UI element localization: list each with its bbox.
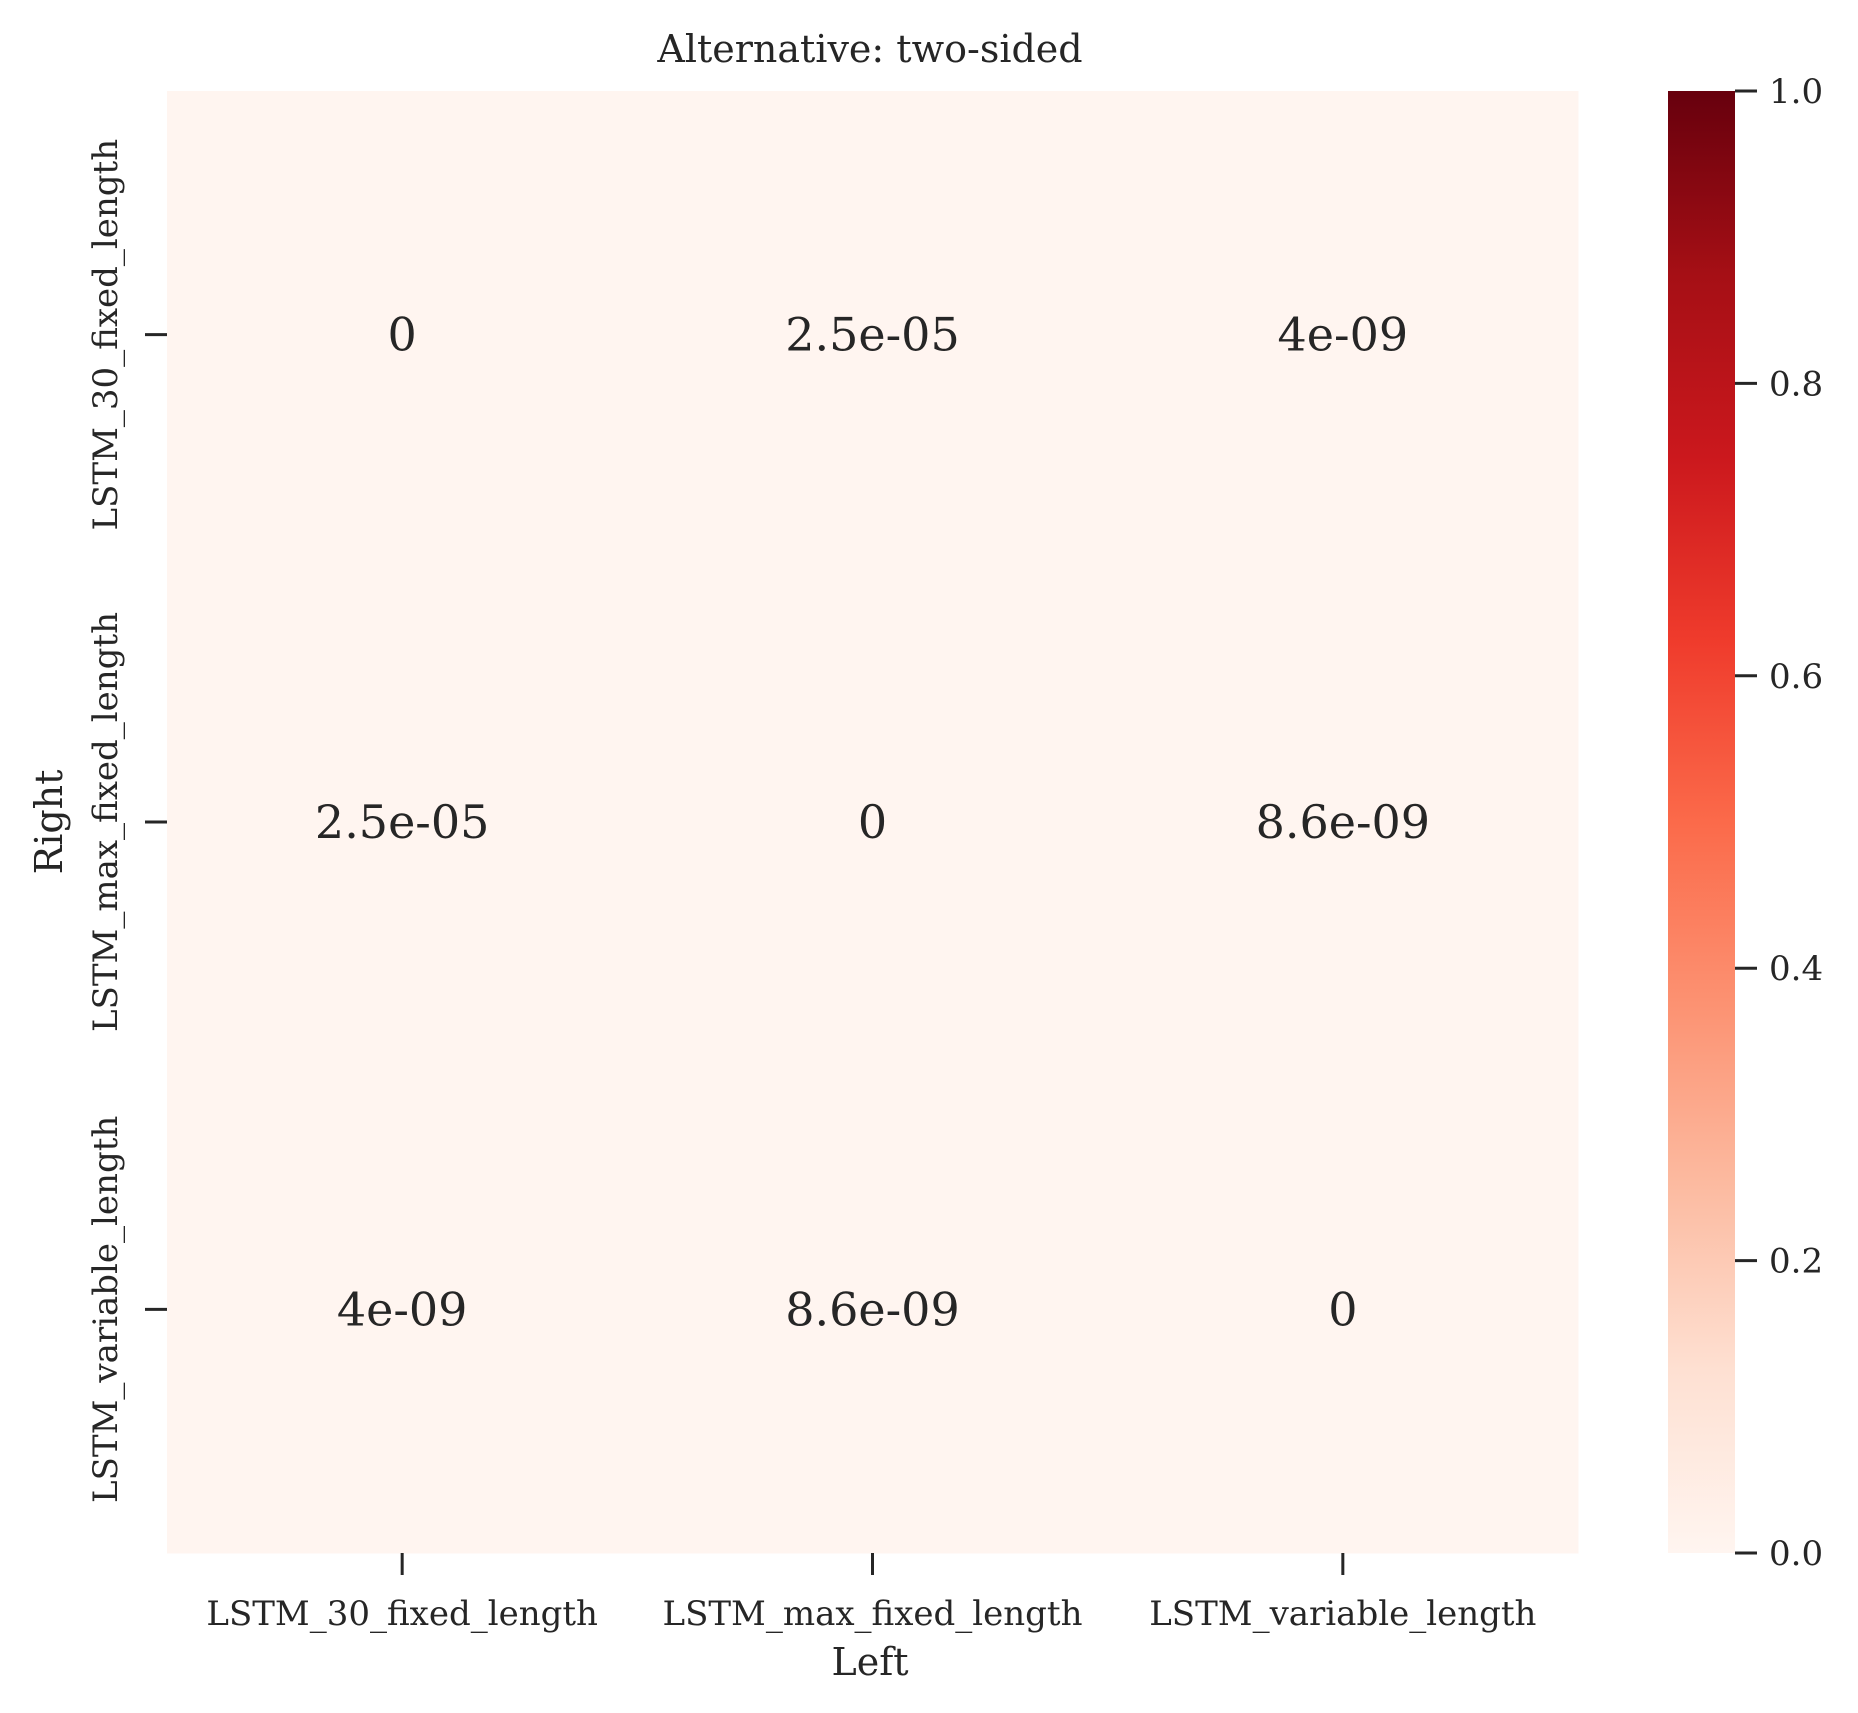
x-tick-label: LSTM_30_fixed_length	[206, 1594, 598, 1634]
heatmap-cell	[167, 1065, 638, 1554]
cell-value-label: 2.5e-05	[315, 795, 489, 849]
cell-value-label: 8.6e-09	[1256, 795, 1430, 849]
x-axis-label: Left	[831, 1640, 908, 1684]
cell-value-label: 8.6e-09	[785, 1282, 959, 1336]
heatmap-cell	[637, 91, 1109, 579]
cell-value-label: 4e-09	[1278, 308, 1409, 362]
colorbar-ticks: 0.0 0.2 0.4 0.6 0.8 1.0	[1735, 72, 1823, 1574]
colorbar-tick-label: 0.2	[1769, 1242, 1823, 1282]
cell-value-label: 0	[858, 795, 887, 849]
heatmap-cell	[1107, 1065, 1579, 1554]
y-tick-label: LSTM_max_fixed_length	[86, 612, 126, 1032]
heatmap-cell	[1107, 578, 1579, 1067]
heatmap-cell	[167, 578, 638, 1067]
y-axis-ticks: LSTM_30_fixed_length LSTM_max_fixed_lengt…	[86, 139, 167, 1503]
cell-value-label: 0	[388, 308, 417, 362]
heatmap-cells	[167, 91, 1579, 1554]
x-tick-label: LSTM_max_fixed_length	[662, 1594, 1082, 1634]
colorbar-tick-label: 1.0	[1769, 72, 1823, 112]
colorbar-tick-label: 0.4	[1769, 949, 1823, 989]
colorbar-tick-label: 0.0	[1769, 1534, 1823, 1574]
chart-title: Alternative: two-sided	[656, 27, 1082, 71]
y-tick-label: LSTM_30_fixed_length	[86, 139, 126, 531]
heatmap-cell	[637, 1065, 1109, 1554]
x-axis-ticks: LSTM_30_fixed_length LSTM_max_fixed_lengt…	[206, 1553, 1536, 1634]
cell-value-label: 2.5e-05	[785, 308, 959, 362]
y-axis-label: Right	[27, 770, 71, 875]
colorbar-tick-label: 0.6	[1769, 657, 1823, 697]
cell-value-label: 0	[1328, 1282, 1357, 1336]
cell-annotations: 0 2.5e-05 4e-09 2.5e-05 0 8.6e-09 4e-09 8.6e-09…	[315, 308, 1430, 1337]
heatmap-cell	[1107, 91, 1579, 579]
colorbar-tick-label: 0.8	[1769, 364, 1823, 404]
heatmap-cell	[637, 578, 1109, 1067]
x-tick-label: LSTM_variable_length	[1149, 1594, 1536, 1634]
heatmap-cell	[167, 91, 638, 579]
colorbar	[1668, 91, 1735, 1553]
y-tick-label: LSTM_variable_length	[86, 1116, 126, 1503]
cell-value-label: 4e-09	[337, 1282, 468, 1336]
